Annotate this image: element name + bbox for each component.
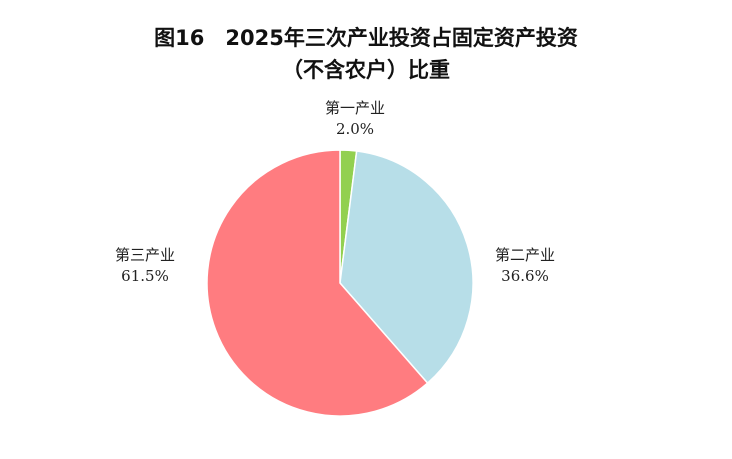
- slice-value: 36.6%: [501, 267, 549, 285]
- slice-value: 61.5%: [121, 267, 169, 285]
- slice-label: 第二产业: [494, 246, 555, 264]
- slice-label: 第一产业: [324, 99, 385, 117]
- slice-value: 2.0%: [335, 120, 375, 138]
- slice-label: 第三产业: [114, 246, 175, 264]
- chart-subtitle: （不含农户）比重: [282, 58, 450, 82]
- pie-slice-2: [206, 149, 429, 417]
- label-secondary: 第二产业 36.6%: [475, 245, 575, 287]
- chart-title: 图16 2025年三次产业投资占固定资产投资: [154, 26, 578, 50]
- label-tertiary: 第三产业 61.5%: [95, 245, 195, 287]
- label-primary: 第一产业 2.0%: [305, 98, 405, 140]
- pie-slice-1: [339, 150, 474, 385]
